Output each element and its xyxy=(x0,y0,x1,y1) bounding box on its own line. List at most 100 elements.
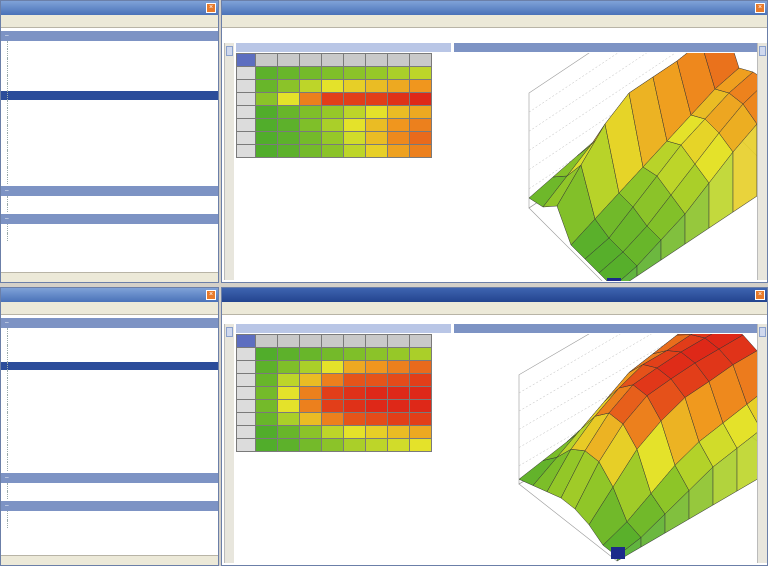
scroll-thumb[interactable] xyxy=(226,327,233,337)
tree-item[interactable] xyxy=(1,124,218,134)
map-cell[interactable] xyxy=(365,347,388,361)
map-cell[interactable] xyxy=(409,425,432,439)
map-cell[interactable] xyxy=(387,118,410,132)
table-corner-cell[interactable] xyxy=(236,334,256,348)
tree-item[interactable] xyxy=(1,353,218,362)
map-cell[interactable] xyxy=(365,79,388,93)
map-cell[interactable] xyxy=(255,386,278,400)
tree-item[interactable] xyxy=(1,166,218,176)
map-cell[interactable] xyxy=(255,131,278,145)
map-cell[interactable] xyxy=(299,66,322,80)
map-cell[interactable] xyxy=(277,347,300,361)
table-column-header[interactable] xyxy=(365,53,388,67)
map-cell[interactable] xyxy=(365,118,388,132)
map-cell[interactable] xyxy=(409,347,432,361)
table-row-header[interactable] xyxy=(236,360,256,374)
map-cell[interactable] xyxy=(299,386,322,400)
map-cell[interactable] xyxy=(409,66,432,80)
tree-item[interactable] xyxy=(1,361,218,370)
tree-item[interactable] xyxy=(1,428,218,438)
tree-item[interactable] xyxy=(1,82,218,92)
map-cell[interactable] xyxy=(277,373,300,387)
map-cell[interactable] xyxy=(321,144,344,158)
table-row-header[interactable] xyxy=(236,399,256,413)
map-cell[interactable] xyxy=(365,425,388,439)
tree-group-header[interactable] xyxy=(1,472,218,483)
map-cell[interactable] xyxy=(255,66,278,80)
map-cell[interactable] xyxy=(299,412,322,426)
map-cell[interactable] xyxy=(387,92,410,106)
tree-item[interactable] xyxy=(1,482,218,492)
map-cell[interactable] xyxy=(343,79,366,93)
map-cell[interactable] xyxy=(343,412,366,426)
map-cell[interactable] xyxy=(387,425,410,439)
bottom-map-table[interactable] xyxy=(236,334,432,452)
map-cell[interactable] xyxy=(277,105,300,119)
tree-item[interactable] xyxy=(1,141,218,151)
map-cell[interactable] xyxy=(299,347,322,361)
map-cell[interactable] xyxy=(321,105,344,119)
tree-item[interactable] xyxy=(1,336,218,345)
scroll-thumb[interactable] xyxy=(759,46,766,56)
map-cell[interactable] xyxy=(387,105,410,119)
bottom-editor-titlebar[interactable]: × xyxy=(222,288,767,302)
tree-item[interactable] xyxy=(1,158,218,167)
tree-item[interactable] xyxy=(1,491,218,500)
bottom-graph-scrollbar[interactable] xyxy=(757,324,767,563)
map-cell[interactable] xyxy=(321,79,344,93)
map-cell[interactable] xyxy=(277,79,300,93)
top-map-table[interactable] xyxy=(236,53,432,158)
table-column-header[interactable] xyxy=(343,53,366,67)
map-cell[interactable] xyxy=(321,438,344,452)
map-cell[interactable] xyxy=(343,373,366,387)
tree-group-header[interactable] xyxy=(1,318,218,328)
map-cell[interactable] xyxy=(343,399,366,413)
tree-item[interactable] xyxy=(1,57,218,67)
close-icon[interactable]: × xyxy=(755,3,765,13)
top-table-scrollbar[interactable] xyxy=(224,43,234,280)
table-row-header[interactable] xyxy=(236,105,256,119)
tree-item[interactable] xyxy=(1,91,218,100)
map-cell[interactable] xyxy=(343,425,366,439)
tree-item[interactable] xyxy=(1,74,218,83)
map-cell[interactable] xyxy=(343,360,366,374)
tree-item[interactable] xyxy=(1,519,218,529)
map-cell[interactable] xyxy=(365,399,388,413)
table-column-header[interactable] xyxy=(409,53,432,67)
table-column-header[interactable] xyxy=(409,334,432,348)
map-cell[interactable] xyxy=(277,92,300,106)
tree-item[interactable] xyxy=(1,175,218,184)
map-cell[interactable] xyxy=(409,118,432,132)
close-icon[interactable]: × xyxy=(206,290,216,300)
top-editor-titlebar[interactable]: × xyxy=(222,1,767,15)
table-column-header[interactable] xyxy=(321,53,344,67)
map-cell[interactable] xyxy=(365,92,388,106)
top-3d-surface-graph[interactable] xyxy=(454,53,757,281)
scroll-thumb[interactable] xyxy=(226,46,233,56)
map-cell[interactable] xyxy=(321,399,344,413)
map-cell[interactable] xyxy=(277,386,300,400)
map-cell[interactable] xyxy=(299,131,322,145)
tree-item[interactable] xyxy=(1,328,218,337)
bottom-table-scrollbar[interactable] xyxy=(224,324,234,563)
map-cell[interactable] xyxy=(365,412,388,426)
table-column-header[interactable] xyxy=(277,53,300,67)
table-column-header[interactable] xyxy=(387,53,410,67)
table-column-header[interactable] xyxy=(299,334,322,348)
tree-item[interactable] xyxy=(1,369,218,379)
map-cell[interactable] xyxy=(321,386,344,400)
table-row-header[interactable] xyxy=(236,386,256,400)
table-row-header[interactable] xyxy=(236,92,256,106)
map-cell[interactable] xyxy=(387,79,410,93)
tree-item[interactable] xyxy=(1,133,218,142)
map-cell[interactable] xyxy=(409,92,432,106)
tree-item[interactable] xyxy=(1,403,218,412)
tree-item[interactable] xyxy=(1,437,218,446)
map-cell[interactable] xyxy=(321,360,344,374)
table-row-header[interactable] xyxy=(236,438,256,452)
map-cell[interactable] xyxy=(255,347,278,361)
table-column-header[interactable] xyxy=(343,334,366,348)
map-cell[interactable] xyxy=(343,386,366,400)
map-cell[interactable] xyxy=(365,144,388,158)
map-cell[interactable] xyxy=(299,438,322,452)
